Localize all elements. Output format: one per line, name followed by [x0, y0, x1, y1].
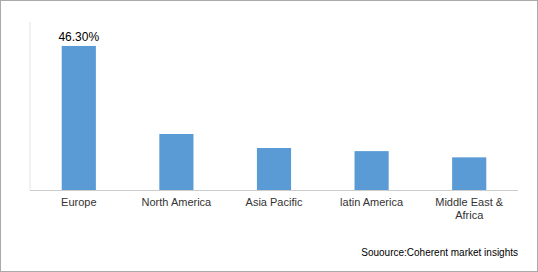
bars: [62, 46, 487, 190]
x-tick-label: Europe: [61, 196, 96, 208]
x-tick-label: North America: [142, 196, 213, 208]
bar: [159, 134, 193, 190]
x-tick-label: Middle East &Africa: [435, 196, 504, 221]
y-axis-line: [30, 22, 31, 190]
bar: [452, 157, 486, 190]
figure-border: [1, 1, 538, 272]
data-label: 46.30%: [58, 30, 99, 44]
x-axis-line: [30, 190, 518, 191]
chart-svg: 46.30% Europe North America Asia Pacific lat…: [0, 0, 538, 272]
bar: [62, 46, 96, 190]
bar: [355, 151, 389, 190]
source-text: Souource:Coherent market insights: [361, 247, 518, 258]
x-tick-label: Asia Pacific: [246, 196, 303, 208]
bar: [257, 148, 291, 190]
chart-container: 46.30% Europe North America Asia Pacific lat…: [0, 0, 538, 272]
x-tick-label: latin America: [340, 196, 404, 208]
